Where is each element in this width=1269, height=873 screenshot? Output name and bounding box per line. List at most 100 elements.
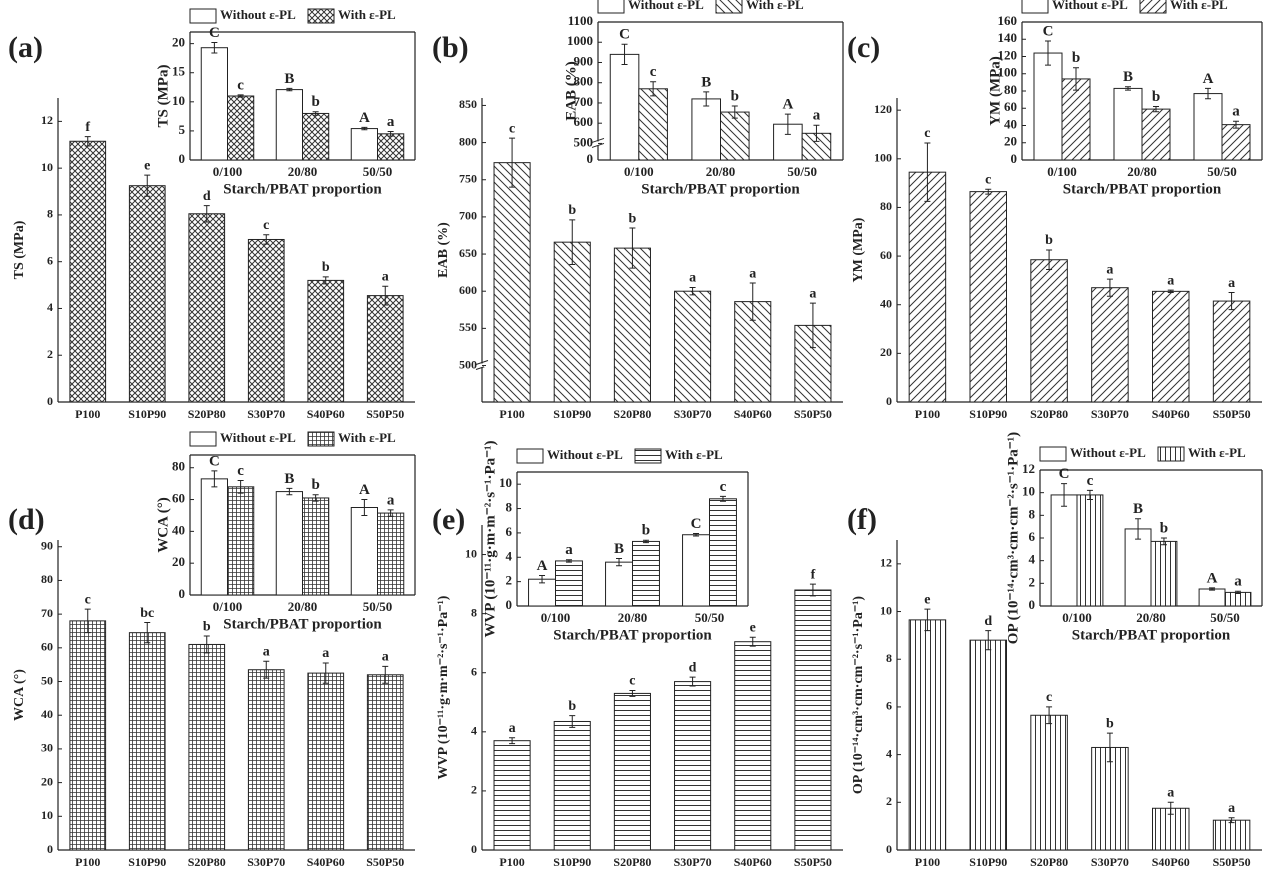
- error-bar: [203, 635, 210, 654]
- error-bar: [211, 470, 218, 488]
- error-bar: [1061, 483, 1068, 507]
- bar: [302, 112, 330, 161]
- y-tick-label: 160: [998, 13, 1018, 28]
- error-bar: [749, 282, 756, 321]
- y-tick-label: 2: [471, 783, 477, 797]
- y-tick-label: 700: [574, 94, 594, 109]
- x-tick-label: S50P50: [794, 407, 832, 421]
- legend-swatch: [715, 0, 743, 14]
- bar: [1221, 124, 1251, 161]
- legend-swatch: [189, 431, 217, 447]
- x-tick-label: 50/50: [787, 164, 817, 179]
- significance-letter: a: [1228, 801, 1235, 816]
- y-tick-label: 0: [471, 842, 477, 856]
- significance-letter: C: [209, 25, 220, 41]
- y-axis-label: WVP (10⁻¹¹·g·m·m⁻²·s⁻¹·Pa⁻¹): [482, 440, 498, 637]
- bar: [553, 241, 591, 403]
- error-bar: [509, 137, 516, 188]
- error-bar: [719, 495, 726, 502]
- significance-letter: e: [924, 592, 930, 607]
- x-tick-label: S40P60: [307, 855, 345, 869]
- legend-label: Without ε-PL: [220, 430, 296, 445]
- x-tick-label: S40P60: [1152, 855, 1190, 869]
- x-tick-label: 50/50: [1207, 164, 1237, 179]
- significance-letter: c: [629, 674, 635, 689]
- x-tick-label: S20P80: [613, 407, 651, 421]
- legend-label: Without ε-PL: [1070, 445, 1146, 460]
- x-tick-label: S10P90: [128, 855, 166, 869]
- x-tick-label: 20/80: [1136, 610, 1166, 625]
- error-bar: [1228, 817, 1235, 824]
- significance-letter: c: [263, 218, 269, 233]
- error-bar: [1167, 801, 1174, 815]
- error-bar: [382, 285, 389, 306]
- x-tick-label: S20P80: [1030, 407, 1068, 421]
- y-tick-label: 90: [41, 538, 53, 552]
- y-tick-label: 12: [41, 113, 53, 127]
- error-bar: [813, 124, 820, 142]
- significance-letter: c: [237, 77, 244, 93]
- significance-letter: c: [1087, 473, 1094, 489]
- x-tick-label: S20P80: [613, 855, 651, 869]
- y-tick-label: 2: [506, 573, 513, 588]
- y-tick-label: 6: [506, 524, 513, 539]
- bar: [1212, 300, 1251, 403]
- bar: [969, 639, 1007, 851]
- significance-letter: C: [691, 516, 702, 532]
- significance-letter: b: [568, 203, 576, 218]
- significance-letter: a: [322, 646, 329, 661]
- y-tick-label: 750: [459, 171, 477, 185]
- significance-letter: a: [1228, 276, 1235, 291]
- x-tick-label: S10P90: [128, 407, 166, 421]
- error-bar: [749, 636, 756, 647]
- bar: [188, 643, 226, 851]
- x-tick-label: S50P50: [366, 855, 404, 869]
- panel-label: (a): [8, 31, 43, 64]
- significance-letter: a: [1106, 262, 1113, 277]
- error-bar: [1234, 590, 1241, 595]
- error-bar: [509, 737, 516, 745]
- y-tick-label: 10: [41, 160, 53, 174]
- error-bar: [809, 302, 816, 349]
- y-axis-label: EAB (%): [563, 61, 579, 121]
- y-tick-label: 60: [41, 640, 53, 654]
- error-bar: [1135, 518, 1142, 540]
- error-bar: [387, 130, 394, 137]
- y-axis-label: YM (MPa): [987, 56, 1003, 126]
- significance-letter: a: [1167, 786, 1174, 801]
- y-tick-label: 1100: [568, 13, 593, 28]
- x-axis-label: Starch/PBAT proportion: [641, 181, 800, 197]
- significance-letter: a: [813, 108, 821, 124]
- legend-label: With ε-PL: [338, 7, 396, 22]
- error-bar: [693, 533, 700, 537]
- bar: [377, 133, 405, 161]
- y-tick-label: 600: [459, 283, 477, 297]
- x-tick-label: 20/80: [288, 164, 318, 179]
- x-tick-label: 50/50: [363, 164, 393, 179]
- bar: [605, 561, 633, 607]
- bar: [1033, 52, 1063, 161]
- x-tick-label: 50/50: [695, 610, 725, 625]
- y-tick-label: 1000: [567, 33, 593, 48]
- error-bar: [312, 494, 319, 502]
- bar: [128, 185, 166, 403]
- legend-swatch: [307, 8, 335, 24]
- error-bar: [322, 662, 329, 684]
- x-tick-label: S50P50: [794, 855, 832, 869]
- error-bar: [322, 276, 329, 285]
- significance-letter: B: [614, 541, 624, 557]
- x-tick-label: S10P90: [969, 855, 1007, 869]
- x-axis-label: Starch/PBAT proportion: [553, 627, 712, 643]
- significance-letter: B: [284, 471, 294, 487]
- significance-letter: c: [924, 126, 930, 141]
- x-tick-label: S40P60: [734, 407, 772, 421]
- x-tick-label: 0/100: [624, 164, 654, 179]
- significance-letter: e: [750, 620, 756, 635]
- y-tick-label: 10: [880, 603, 892, 617]
- y-axis-label: WCA (°): [12, 669, 27, 721]
- bar: [794, 589, 832, 851]
- y-axis-label: TS (MPa): [155, 65, 171, 128]
- x-tick-label: S10P90: [553, 407, 591, 421]
- bar: [674, 290, 712, 403]
